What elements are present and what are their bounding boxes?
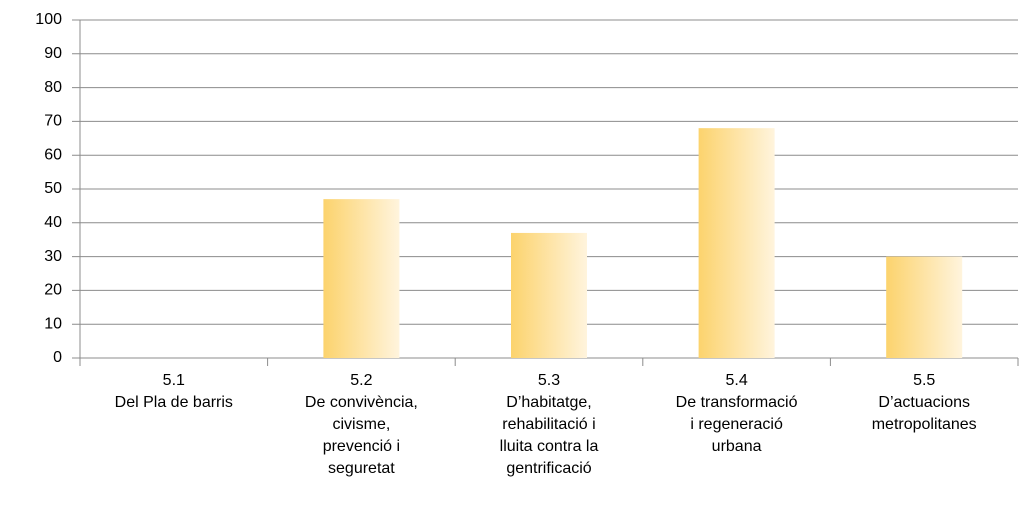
y-tick-label: 60 (44, 146, 62, 163)
x-tick-label: seguretat (328, 460, 395, 477)
y-tick-label: 20 (44, 282, 62, 299)
bar (323, 199, 400, 358)
x-tick-label: metropolitanes (872, 416, 977, 433)
bar (886, 256, 963, 358)
x-tick-label: D’actuacions (878, 394, 970, 411)
x-tick-label: De transformació (676, 394, 798, 411)
y-tick-label: 90 (44, 45, 62, 62)
x-tick-label: 5.3 (538, 372, 560, 389)
x-tick-label: D’habitatge, (506, 394, 591, 411)
x-tick-label: i regeneració (690, 416, 783, 433)
y-tick-label: 30 (44, 248, 62, 265)
bar (511, 232, 587, 358)
x-tick-label: 5.1 (163, 372, 185, 389)
x-tick-label: 5.2 (350, 372, 372, 389)
y-tick-label: 0 (53, 349, 62, 366)
x-tick-label: prevenció i (323, 438, 400, 455)
x-tick-label: lluita contra la (500, 438, 599, 455)
y-tick-label: 80 (44, 79, 62, 96)
y-tick-label: 100 (35, 11, 62, 28)
x-tick-label: Del Pla de barris (115, 394, 233, 411)
y-tick-label: 50 (44, 180, 62, 197)
x-tick-label: urbana (712, 438, 762, 455)
x-tick-label: civisme, (333, 416, 391, 433)
y-tick-label: 10 (44, 315, 62, 332)
y-tick-label: 40 (44, 214, 62, 231)
x-tick-label: 5.4 (725, 372, 747, 389)
y-tick-label: 70 (44, 113, 62, 130)
x-tick-label: gentrificació (506, 460, 591, 477)
bar (698, 128, 775, 358)
x-tick-label: De convivència, (305, 394, 418, 411)
x-tick-label: rehabilitació i (502, 416, 595, 433)
x-tick-label: 5.5 (913, 372, 935, 389)
